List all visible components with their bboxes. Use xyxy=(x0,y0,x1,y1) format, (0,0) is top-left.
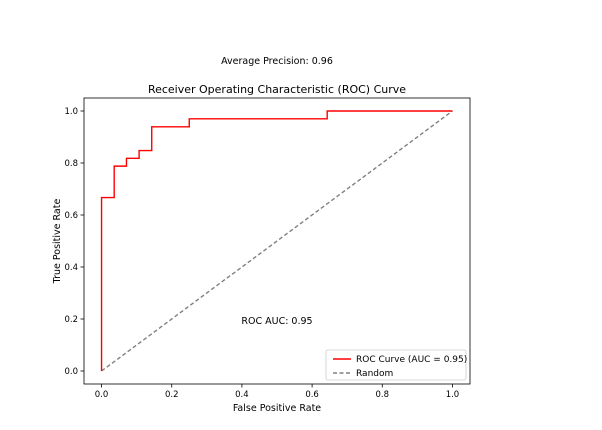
y-tick-label: 0.2 xyxy=(64,315,78,325)
roc-curve-line xyxy=(100,110,453,371)
legend: ROC Curve (AUC = 0.95) Random xyxy=(325,349,467,381)
y-axis-ticks: 0.0 0.2 0.4 0.6 0.8 1.0 xyxy=(64,107,84,377)
x-axis-label: False Positive Rate xyxy=(233,403,321,414)
legend-label-random: Random xyxy=(356,369,393,379)
x-tick-label: 0.4 xyxy=(235,390,249,400)
axes-frame xyxy=(83,97,471,385)
suptitle: Average Precision: 0.96 xyxy=(221,56,333,67)
x-tick-label: 1.0 xyxy=(446,390,460,400)
y-tick-label: 0.8 xyxy=(64,159,78,169)
y-tick-label: 0.0 xyxy=(64,367,78,377)
x-tick-label: 0.2 xyxy=(165,390,179,400)
x-axis-ticks: 0.0 0.2 0.4 0.6 0.8 1.0 xyxy=(95,384,459,400)
y-tick-label: 1.0 xyxy=(64,107,78,117)
x-tick-label: 0.0 xyxy=(95,390,109,400)
legend-label-roc: ROC Curve (AUC = 0.95) xyxy=(356,355,467,365)
y-tick-label: 0.6 xyxy=(64,211,78,221)
roc-auc-annotation: ROC AUC: 0.95 xyxy=(241,316,312,327)
plot-area xyxy=(100,110,453,372)
y-axis-label: True Positive Rate xyxy=(52,199,63,285)
y-tick-label: 0.4 xyxy=(64,263,78,273)
x-tick-label: 0.8 xyxy=(376,390,390,400)
legend-box xyxy=(325,349,467,381)
x-tick-label: 0.6 xyxy=(305,390,319,400)
random-baseline-line xyxy=(101,110,453,372)
chart-title: Receiver Operating Characteristic (ROC) … xyxy=(148,83,406,96)
